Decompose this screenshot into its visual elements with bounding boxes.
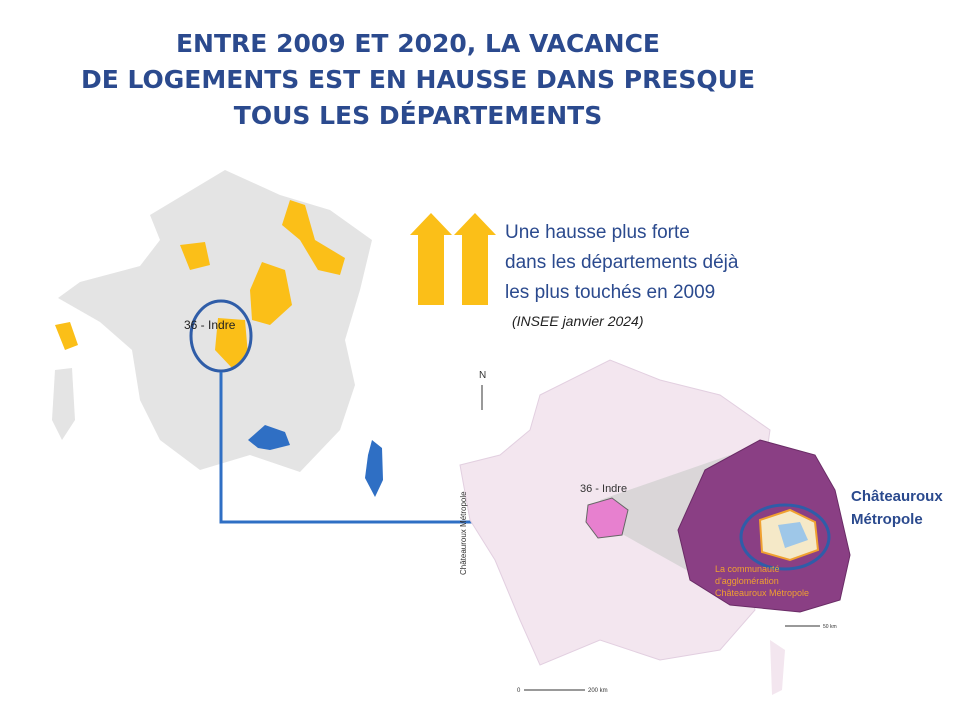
dept-high: [180, 242, 210, 270]
title-line: ENTRE 2009 ET 2020, LA VACANCE: [176, 29, 660, 58]
inset-scale: 50 km: [823, 624, 837, 630]
dept-high: [250, 262, 292, 325]
callout-line: dans les départements déjà: [505, 252, 739, 273]
inset-caption: d'agglomération: [715, 576, 779, 586]
dept-high: [55, 322, 78, 350]
source: (INSEE janvier 2024): [512, 313, 644, 329]
highlight-circle: [189, 299, 253, 373]
up-arrow: [454, 213, 496, 305]
dept-high: [282, 200, 345, 275]
callout-line: Une hausse plus forte: [505, 222, 690, 243]
right-map: 36 - Indre N Châteauroux Métropole La co…: [459, 359, 851, 695]
overseas: [52, 368, 75, 440]
dept-down: [248, 425, 290, 450]
dept-label: 36 - Indre: [580, 483, 627, 495]
inset-caption: La communauté: [715, 564, 780, 574]
side-label: Châteauroux Métropole: [459, 491, 468, 575]
dept-down: [365, 440, 383, 497]
connector: [219, 372, 565, 524]
highlight-name: Métropole: [851, 511, 923, 528]
scale-end: 200 km: [588, 688, 608, 694]
scale-start: 0: [517, 688, 521, 694]
up-arrow: [410, 213, 452, 305]
callout-line: les plus touchés en 2009: [505, 282, 715, 303]
inset-caption: Châteauroux Métropole: [715, 588, 809, 598]
dept-high: [215, 318, 248, 368]
title-line: TOUS LES DÉPARTEMENTS: [234, 101, 602, 130]
indre: [585, 497, 629, 539]
highlight-name: Châteauroux: [851, 488, 943, 505]
city: [778, 522, 808, 548]
north: N: [479, 370, 486, 381]
highlight-circle: [739, 503, 831, 571]
left-map: 36 - Indre: [52, 170, 383, 497]
dept-label: 36 - Indre: [184, 318, 236, 332]
corsica: [770, 640, 785, 695]
france-shape: [58, 170, 372, 472]
title-line: DE LOGEMENTS EST EN HAUSSE DANS PRESQUE: [81, 65, 755, 94]
